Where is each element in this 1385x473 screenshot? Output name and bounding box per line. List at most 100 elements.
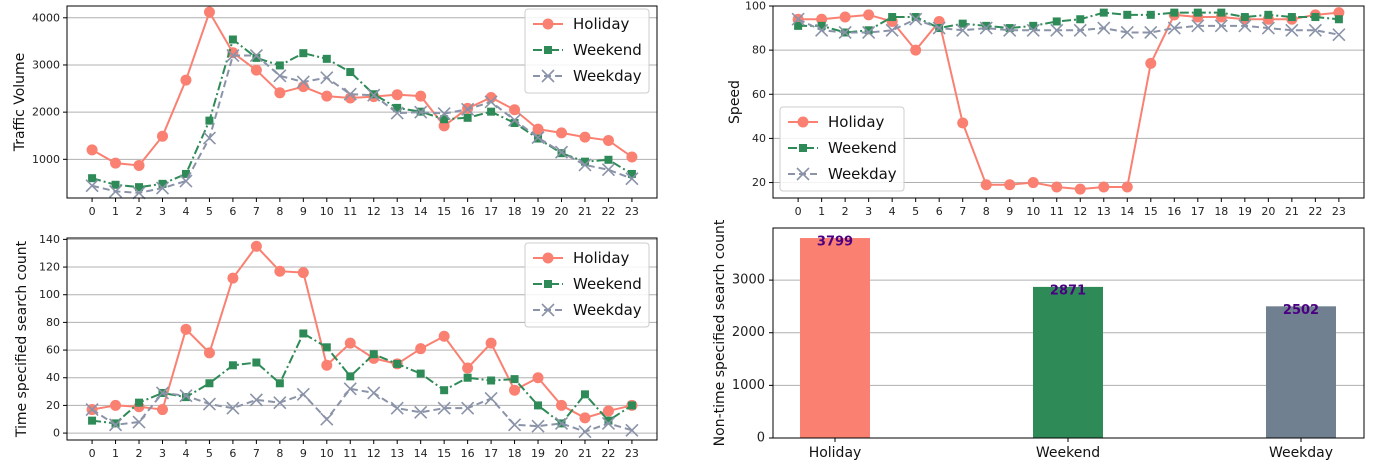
legend-label: Weekday xyxy=(573,67,642,85)
data-point xyxy=(156,130,168,142)
data-point xyxy=(108,418,123,432)
data-point xyxy=(1217,8,1226,17)
data-point xyxy=(156,404,168,416)
x-tick-label: 9 xyxy=(300,205,307,218)
data-point xyxy=(888,13,897,22)
y-tick-label: 60 xyxy=(46,344,60,357)
data-point xyxy=(1285,23,1299,37)
x-tick-label: 4 xyxy=(182,447,189,460)
x-tick-label: 12 xyxy=(367,205,381,218)
data-point xyxy=(393,359,402,368)
x-tick-label: 13 xyxy=(1097,205,1111,218)
x-tick-label: 17 xyxy=(484,205,498,218)
y-tick-label: 140 xyxy=(39,233,60,246)
data-point xyxy=(391,89,403,101)
data-point xyxy=(532,372,544,384)
legend-box xyxy=(524,242,650,328)
x-tick-label: 8 xyxy=(983,205,990,218)
data-point xyxy=(1191,19,1205,33)
data-point xyxy=(531,419,545,433)
data-point xyxy=(1238,19,1252,33)
series-line-holiday xyxy=(91,244,633,419)
y-tick-label: 80 xyxy=(752,44,766,57)
data-point xyxy=(344,337,356,349)
x-tick-label: 14 xyxy=(1120,205,1134,218)
data-point xyxy=(437,401,451,415)
data-point xyxy=(1073,23,1087,37)
x-tick-label: 5 xyxy=(912,205,919,218)
data-point xyxy=(463,373,472,382)
legend-box xyxy=(524,8,650,94)
data-point xyxy=(250,240,262,252)
data-point xyxy=(1167,21,1181,35)
data-point xyxy=(863,9,875,21)
data-point xyxy=(626,151,638,163)
data-point xyxy=(85,179,99,193)
legend: Holiday Weekend Weekday xyxy=(779,106,905,192)
data-point xyxy=(369,350,378,359)
x-tick-label: 7 xyxy=(253,205,260,218)
data-point xyxy=(85,402,99,417)
data-point xyxy=(133,159,145,171)
data-point xyxy=(88,416,97,425)
x-tick-label: 5 xyxy=(206,447,213,460)
x-tick-label: 22 xyxy=(1308,205,1322,218)
legend-marker xyxy=(544,46,552,54)
data-point xyxy=(273,396,287,410)
data-point xyxy=(322,343,331,352)
legend-label: Weekend xyxy=(828,139,897,157)
data-label-weekday: 2502 xyxy=(1283,303,1319,318)
data-point xyxy=(554,145,569,159)
x-tick-label: 11 xyxy=(343,205,357,218)
data-point xyxy=(440,115,449,124)
data-point xyxy=(226,48,240,63)
legend-label: Weekday xyxy=(573,301,642,319)
data-point xyxy=(911,13,920,22)
x-tick-label: Weekday xyxy=(1269,445,1333,461)
axes-frame xyxy=(66,5,658,199)
data-point xyxy=(864,26,873,35)
y-tick-label: 1000 xyxy=(732,378,765,393)
data-point xyxy=(578,158,592,172)
data-point xyxy=(485,92,497,104)
y-tick-label: 100 xyxy=(39,288,60,301)
legend: Holiday Weekend Weekday xyxy=(524,8,650,94)
data-point xyxy=(249,48,263,63)
data-point xyxy=(885,23,899,37)
data-point xyxy=(321,359,333,371)
data-point xyxy=(487,376,496,385)
y-tick-label: 120 xyxy=(39,261,60,274)
data-point xyxy=(203,6,215,18)
data-point xyxy=(132,415,146,429)
x-tick-label: 19 xyxy=(531,205,545,218)
data-point xyxy=(155,386,170,400)
data-point xyxy=(979,21,993,35)
data-point xyxy=(179,174,193,188)
data-point xyxy=(320,412,334,426)
data-point xyxy=(367,386,381,400)
x-tick-label: 3 xyxy=(159,447,166,460)
x-tick-label: 1 xyxy=(112,447,119,460)
data-point xyxy=(461,102,475,116)
x-tick-label: 6 xyxy=(936,205,943,218)
series-weekday xyxy=(85,48,639,200)
data-point xyxy=(1099,8,1108,17)
x-tick-label: 12 xyxy=(1073,205,1087,218)
data-point xyxy=(343,87,357,101)
y-axis-label: Traffic Volume xyxy=(12,53,28,153)
data-point xyxy=(440,386,449,395)
data-point xyxy=(1332,28,1346,42)
data-point xyxy=(794,21,803,30)
data-point xyxy=(252,358,261,367)
x-tick-label: 1 xyxy=(818,205,825,218)
y-tick-label: 1000 xyxy=(32,153,60,166)
data-point xyxy=(205,116,214,125)
data-point xyxy=(275,61,284,70)
data-point xyxy=(321,90,333,102)
y-tick-label: 2000 xyxy=(32,106,60,119)
legend-item-holiday: Holiday xyxy=(788,113,885,131)
legend-item-weekday: Weekday xyxy=(533,67,642,85)
data-point xyxy=(414,405,428,419)
legend-item-weekday: Weekday xyxy=(788,165,897,183)
